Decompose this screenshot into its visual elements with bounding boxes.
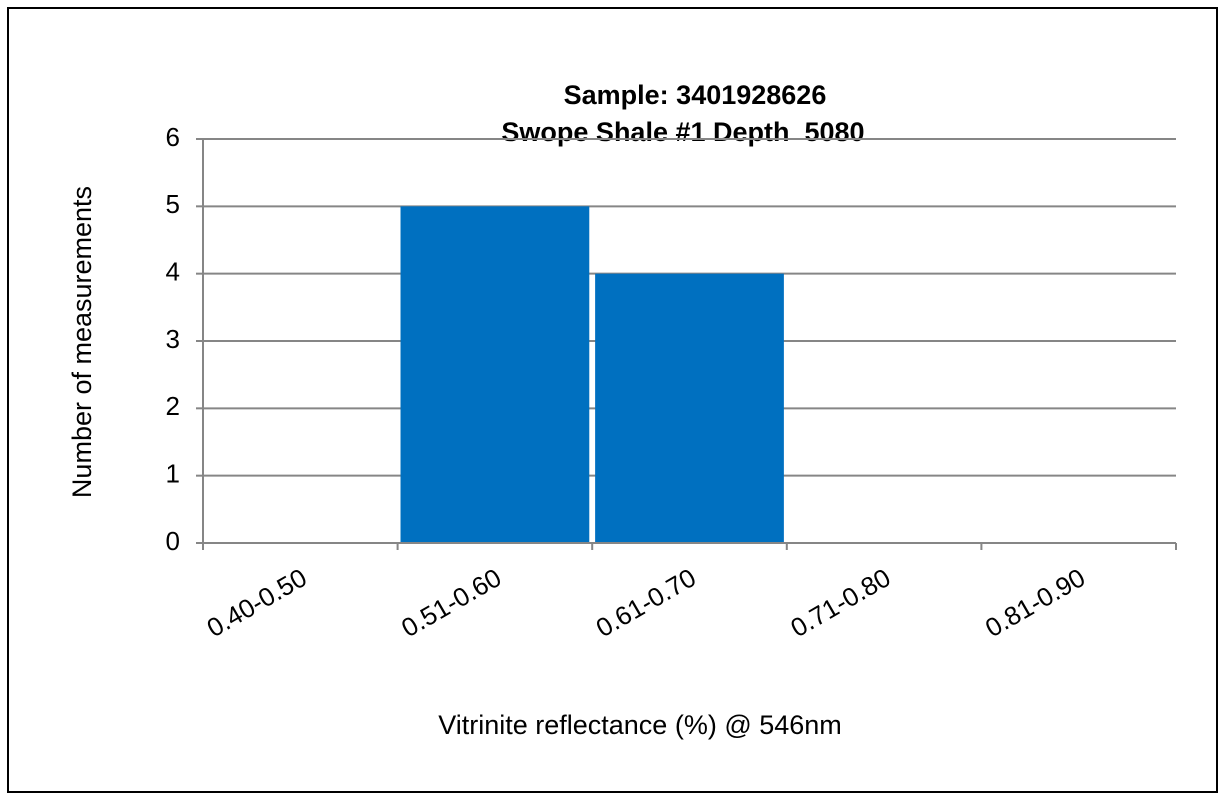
bar [400,206,590,544]
y-tick-label: 4 [166,257,180,287]
y-tick-label: 6 [166,122,180,152]
x-axis-label: Vitrinite reflectance (%) @ 546nm [438,710,842,740]
chart-title: Sample: 3401928626 [564,80,827,110]
y-axis-label: Number of measurements [67,186,97,498]
chart-subtitle: Swope Shale #1 Depth 5080 [501,117,864,147]
y-tick-label: 5 [166,189,180,219]
y-tick-label: 1 [166,459,180,489]
y-tick-label: 0 [166,526,180,556]
bar [595,273,784,543]
y-tick-label: 2 [166,391,180,421]
y-tick-label: 3 [166,324,180,354]
